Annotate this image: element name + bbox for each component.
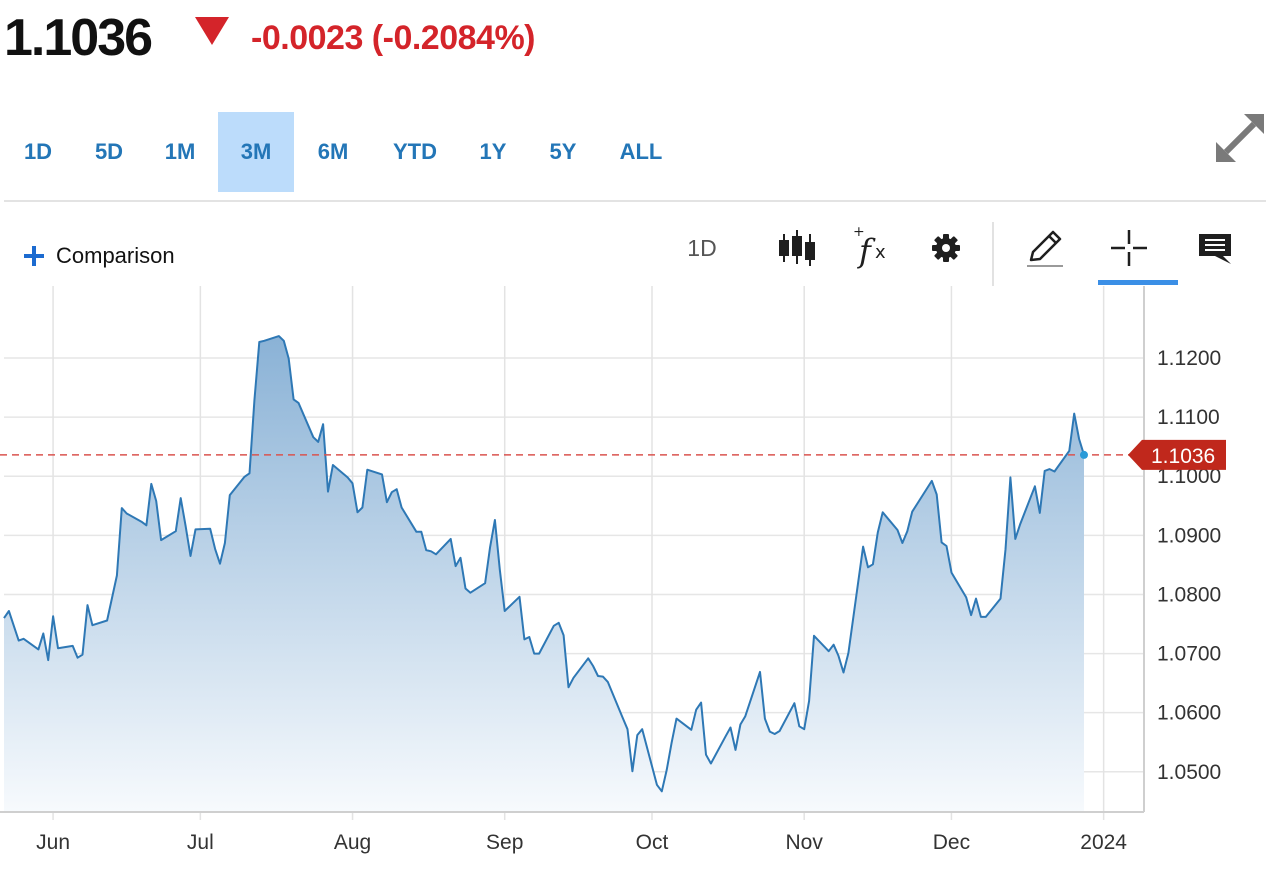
x-tick-label: Jun xyxy=(36,831,70,854)
plus-icon xyxy=(24,246,44,266)
svg-text:x: x xyxy=(875,242,886,263)
range-tab-ytd[interactable]: YTD xyxy=(393,139,437,164)
price-line xyxy=(3,335,1085,793)
toolbar-divider xyxy=(992,222,994,286)
x-tick-label: Aug xyxy=(334,831,371,854)
last-price-tag: 1.1036 xyxy=(1128,439,1226,470)
quote-header: 1.1036 -0.0023 (-0.2084%) xyxy=(4,6,535,70)
y-tick-label: 1.0900 xyxy=(1157,524,1221,547)
y-tick-label: 1.1200 xyxy=(1157,347,1221,370)
y-tick-label: 1.0700 xyxy=(1157,643,1221,666)
header-divider xyxy=(4,200,1266,202)
last-price-dot xyxy=(1080,450,1088,459)
price-area xyxy=(4,336,1084,812)
x-tick-label: Sep xyxy=(486,831,523,854)
svg-text:+: + xyxy=(853,226,865,240)
triangle-down-icon xyxy=(195,17,230,45)
x-tick-label: Jul xyxy=(187,831,214,854)
indicators-button[interactable]: + f x xyxy=(846,226,896,270)
comments-button[interactable] xyxy=(1192,226,1238,270)
comparison-button[interactable]: Comparison xyxy=(24,238,175,274)
range-tab-all[interactable]: ALL xyxy=(619,139,663,164)
candlestick-icon xyxy=(779,230,815,266)
price-chart[interactable]: 1.1200 1.1100 1.1000 1.0900 1.0800 1.0700 1.06… xyxy=(0,286,1276,878)
draw-button[interactable] xyxy=(1020,226,1070,270)
pencil-icon xyxy=(1027,230,1063,267)
y-tick-label: 1.1100 xyxy=(1157,406,1220,429)
last-price-tag-label: 1.1036 xyxy=(1151,445,1215,468)
price-change: -0.0023 (-0.2084%) xyxy=(251,18,535,57)
function-icon: + f x xyxy=(853,226,886,270)
expand-icon[interactable] xyxy=(1212,110,1268,166)
range-tab-1m[interactable]: 1M xyxy=(164,139,196,164)
time-range-tabs: 1D 5D 1M 3M 6M YTD 1Y 5Y ALL xyxy=(0,112,684,192)
comparison-label: Comparison xyxy=(56,243,175,268)
y-tick-label: 1.0800 xyxy=(1157,583,1221,606)
interval-label: 1D xyxy=(687,234,717,261)
y-tick-label: 1.1000 xyxy=(1157,465,1221,488)
active-tool-indicator xyxy=(1098,280,1178,285)
range-tab-1d[interactable]: 1D xyxy=(23,139,53,164)
range-tab-1y[interactable]: 1Y xyxy=(479,139,507,164)
range-tab-5d[interactable]: 5D xyxy=(94,139,124,164)
x-tick-label: 2024 xyxy=(1080,831,1127,854)
gear-icon xyxy=(932,234,960,262)
settings-button[interactable] xyxy=(922,226,970,270)
last-price: 1.1036 xyxy=(4,9,153,67)
chart-type-button[interactable] xyxy=(772,226,822,270)
y-tick-label: 1.0500 xyxy=(1157,761,1221,784)
x-tick-label: Dec xyxy=(933,831,970,854)
y-tick-label: 1.0600 xyxy=(1157,702,1221,725)
crosshair-button[interactable] xyxy=(1106,226,1152,270)
crosshair-icon xyxy=(1111,230,1147,266)
x-tick-label: Oct xyxy=(636,831,669,854)
svg-text:f: f xyxy=(857,232,876,270)
comment-icon xyxy=(1199,234,1231,264)
x-tick-label: Nov xyxy=(786,831,824,854)
interval-selector[interactable]: 1D xyxy=(672,226,732,270)
range-tab-3m[interactable]: 3M xyxy=(218,112,294,192)
range-tab-5y[interactable]: 5Y xyxy=(549,139,577,164)
range-tab-6m[interactable]: 6M xyxy=(317,139,349,164)
